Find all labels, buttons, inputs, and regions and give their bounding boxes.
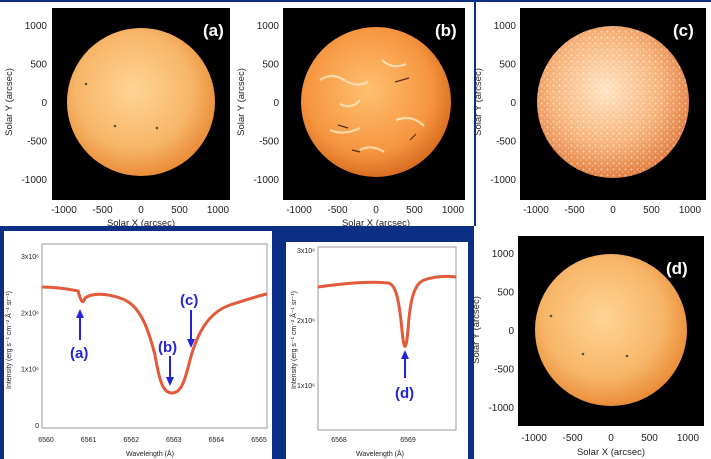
x-tick-label: 1000 [207, 205, 230, 216]
spectrum-left-x-tick: 6564 [209, 437, 225, 444]
x-tick-label: -1000 [523, 205, 549, 216]
y-tick-label: -500 [27, 137, 47, 148]
spectrum-left-x-tick: 6563 [166, 437, 182, 444]
divider-frame [474, 0, 476, 226]
spectrum-right-ylabel: Intensity (erg s⁻¹ cm⁻² Å⁻¹ sr⁻¹) [289, 291, 298, 389]
x-tick-label: 1000 [677, 433, 700, 444]
x-tick-label: -500 [92, 205, 112, 216]
spectrum-right-x-tick: 6568 [331, 437, 347, 444]
x-tick-label: 500 [643, 205, 660, 216]
solar-x-axis-label: Solar X (arcsec) [577, 447, 645, 458]
spectrum-left-y-tick: 1x10⁶ [21, 367, 39, 374]
solar-y-axis-label: Solar Y (arcsec) [4, 68, 15, 136]
y-tick-label: 1000 [492, 249, 515, 260]
image-label-c: (c) [673, 21, 694, 40]
spectrum-marker-d: (d) [395, 385, 414, 402]
spectrum-right: (d) Wavelength (Å) Intensity (erg s⁻¹ cm… [286, 242, 468, 459]
y-tick-label: 500 [30, 60, 47, 71]
spectrum-right-y-tick: 1x10⁶ [297, 383, 315, 390]
spectrum-left-ylabel: Intensity (erg s⁻¹ cm⁻² Å⁻¹ sr⁻¹) [4, 291, 13, 389]
solar-image-a: (a) [52, 8, 230, 200]
y-tick-label: 500 [497, 288, 514, 299]
solar-y-axis-label: Solar Y (arcsec) [473, 68, 484, 136]
image-label-d: (d) [666, 259, 688, 278]
y-tick-label: -500 [496, 137, 516, 148]
spectrum-left-y-tick: 2x10⁶ [21, 310, 39, 317]
spectrum-right-xlabel: Wavelength (Å) [356, 449, 404, 458]
spectrum-left-x-tick: 6562 [123, 437, 139, 444]
y-tick-label: -1000 [253, 175, 279, 186]
spectrum-marker-c: (c) [180, 292, 198, 309]
y-tick-label: -1000 [490, 175, 516, 186]
x-tick-label: 500 [406, 205, 423, 216]
spectrum-right-y-tick: 3x10⁶ [297, 248, 315, 255]
solar-y-axis-label: Solar Y (arcsec) [236, 68, 247, 136]
y-tick-label: 0 [273, 98, 279, 109]
top-frame [0, 0, 711, 2]
y-tick-label: -500 [494, 365, 514, 376]
solar-image-d: (d) [518, 236, 704, 426]
x-tick-label: 500 [641, 433, 658, 444]
x-tick-label: -1000 [286, 205, 312, 216]
spectrum-left-x-tick: 6561 [81, 437, 97, 444]
x-tick-label: 0 [610, 205, 616, 216]
solar-image-b: (b) [283, 8, 465, 200]
y-tick-label: 1000 [257, 21, 280, 32]
y-tick-label: 0 [510, 98, 516, 109]
solar-image-c: (c) [520, 8, 706, 200]
spectrum-left-y-tick: 3x10⁶ [21, 254, 39, 261]
spectrum-left-curve [41, 285, 268, 395]
y-tick-label: -1000 [488, 403, 514, 414]
spectrum-left-x-tick: 6560 [38, 437, 54, 444]
image-label-b: (b) [435, 21, 457, 40]
x-tick-label: 0 [138, 205, 144, 216]
y-tick-label: 500 [499, 60, 516, 71]
y-tick-label: 1000 [25, 21, 48, 32]
image-label-a: (a) [203, 21, 224, 40]
x-tick-label: -1000 [521, 433, 547, 444]
spectrum-left-y-tick: 0 [35, 423, 39, 430]
spectrum-marker-a: (a) [70, 345, 88, 362]
spectrum-left-x-tick: 6565 [251, 437, 267, 444]
y-tick-label: 0 [41, 98, 47, 109]
y-tick-label: -1000 [21, 175, 47, 186]
image-axes: -1000 -500 0 500 1000 1000 500 0 -500 -1000 Solar … [4, 21, 702, 458]
x-tick-label: 500 [171, 205, 188, 216]
spectrum-right-x-tick: 6569 [400, 437, 416, 444]
y-tick-label: 500 [262, 60, 279, 71]
spectrum-left: (a) (b) (c) Wavelength (Å) Intensity (er… [4, 231, 272, 459]
spectrum-marker-b: (b) [158, 339, 177, 356]
solar-y-axis-label: Solar Y (arcsec) [471, 296, 482, 364]
y-tick-label: 0 [508, 326, 514, 337]
x-tick-label: 0 [608, 433, 614, 444]
x-tick-label: 0 [373, 205, 379, 216]
spectrum-axes: 6560 6561 6562 6563 6564 6565 3x10⁶ 2x10⁶ 1x10⁶ 0… [21, 248, 416, 444]
spectrum-left-xlabel: Wavelength (Å) [126, 449, 174, 458]
x-tick-label: -500 [562, 433, 582, 444]
spectrum-right-y-tick: 2x10⁶ [297, 318, 315, 325]
x-tick-label: -500 [327, 205, 347, 216]
x-tick-label: 1000 [679, 205, 702, 216]
solar-x-axis-label: Solar X (arcsec) [342, 218, 410, 229]
x-tick-label: -1000 [51, 205, 77, 216]
spectrum-right-curve [317, 274, 457, 348]
solar-x-axis-label: Solar X (arcsec) [107, 218, 175, 229]
x-tick-label: 1000 [442, 205, 465, 216]
x-tick-label: -500 [564, 205, 584, 216]
y-tick-label: -500 [259, 137, 279, 148]
y-tick-label: 1000 [494, 21, 517, 32]
